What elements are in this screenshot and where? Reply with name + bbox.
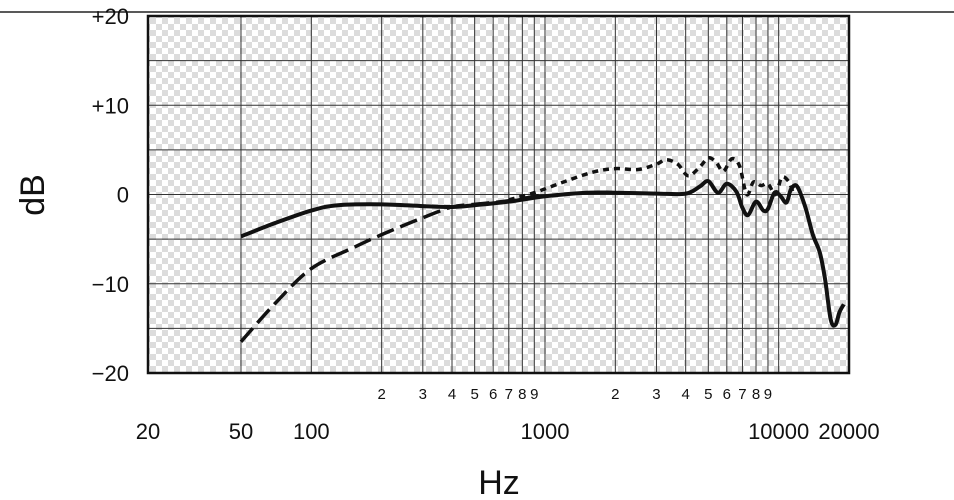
series-layer: [239, 156, 846, 343]
x-tick-label-minor: 4: [682, 386, 690, 403]
x-tick-label-major: 1000: [521, 419, 570, 444]
x-tick-label-major: 10000: [748, 419, 809, 444]
y-tick-label: −10: [92, 272, 129, 297]
plot-area-frame: [146, 14, 851, 375]
x-tick-label-minor: 3: [419, 386, 427, 403]
x-tick-label-minor: 6: [723, 386, 731, 403]
y-axis-title: dB: [14, 174, 52, 216]
x-tick-label-minor: 5: [704, 386, 712, 403]
series-line-dotted: [508, 156, 795, 202]
y-tick-labels: +20 +10 0 −10 −20: [92, 4, 129, 386]
x-tick-label-major: 20: [136, 419, 160, 444]
grid: [148, 16, 849, 373]
x-tick-label-minor: 8: [752, 386, 760, 403]
x-tick-label-minor: 2: [377, 386, 385, 403]
x-tick-label-minor: 7: [505, 386, 513, 403]
x-tick-label-minor: 5: [470, 386, 478, 403]
y-tick-label: +10: [92, 93, 129, 118]
x-tick-label-minor: 9: [530, 386, 538, 403]
y-tick-label: 0: [117, 183, 129, 208]
x-tick-label-minor: 2: [611, 386, 619, 403]
x-tick-label-major: 100: [293, 419, 330, 444]
x-tick-label-minor: 9: [764, 386, 772, 403]
x-tick-label-major: 20000: [818, 419, 879, 444]
series-line-dashed: [239, 192, 546, 343]
x-tick-label-minor: 6: [489, 386, 497, 403]
x-tick-label-minor: 4: [448, 386, 456, 403]
y-tick-label: +20: [92, 4, 129, 29]
x-tick-label-minor: 3: [652, 386, 660, 403]
x-tick-label-major: 50: [229, 419, 253, 444]
x-axis-title: Hz: [478, 464, 520, 500]
x-tick-label-minor: 8: [518, 386, 526, 403]
x-tick-label-minor: 7: [738, 386, 746, 403]
y-tick-label: −20: [92, 361, 129, 386]
